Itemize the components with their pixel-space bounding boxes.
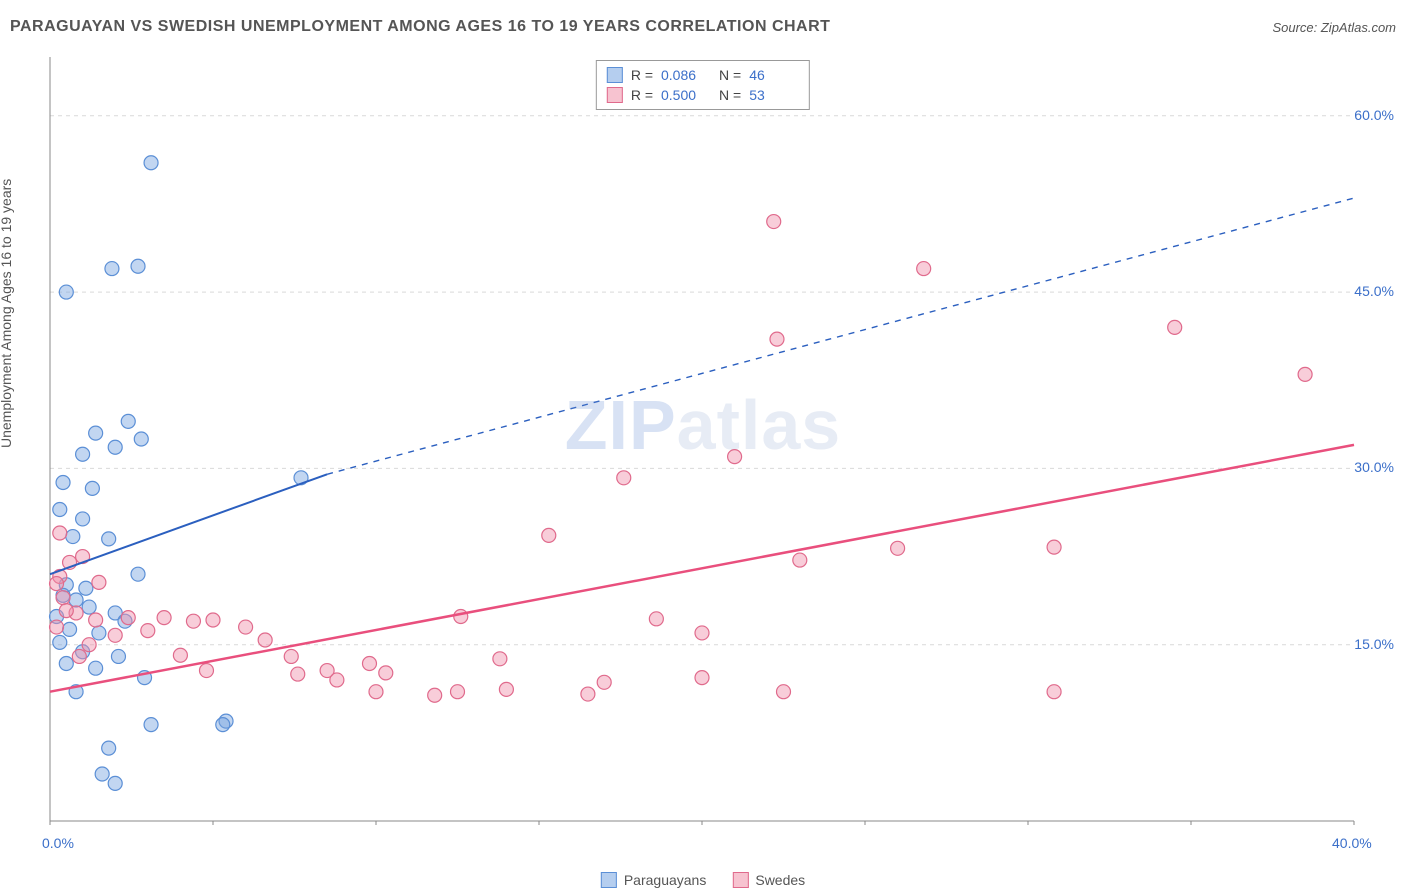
y-tick-label: 15.0% <box>1354 636 1394 652</box>
y-axis-label: Unemployment Among Ages 16 to 19 years <box>0 179 14 448</box>
legend-stats: R = 0.086 N = 46 R = 0.500 N = 53 <box>596 60 810 110</box>
legend-series-item: Paraguayans <box>601 872 707 888</box>
source-label: Source: ZipAtlas.com <box>1272 20 1396 35</box>
n-label: N = <box>719 67 741 83</box>
legend-swatch <box>732 872 748 888</box>
r-value: 0.500 <box>661 87 711 103</box>
r-value: 0.086 <box>661 67 711 83</box>
scatter-chart <box>48 55 1358 825</box>
y-tick-label: 45.0% <box>1354 283 1394 299</box>
legend-series-label: Paraguayans <box>624 872 707 888</box>
legend-swatch <box>607 87 623 103</box>
y-tick-label: 60.0% <box>1354 107 1394 123</box>
legend-series-label: Swedes <box>755 872 805 888</box>
x-tick-label: 40.0% <box>1332 835 1372 851</box>
legend-series-item: Swedes <box>732 872 805 888</box>
legend-swatch <box>607 67 623 83</box>
x-tick-label: 0.0% <box>42 835 74 851</box>
legend-stats-row: R = 0.086 N = 46 <box>607 65 799 85</box>
legend-series: Paraguayans Swedes <box>601 872 805 888</box>
legend-stats-row: R = 0.500 N = 53 <box>607 85 799 105</box>
n-label: N = <box>719 87 741 103</box>
n-value: 53 <box>749 87 799 103</box>
legend-swatch <box>601 872 617 888</box>
chart-title: PARAGUAYAN VS SWEDISH UNEMPLOYMENT AMONG… <box>10 18 830 36</box>
r-label: R = <box>631 87 653 103</box>
r-label: R = <box>631 67 653 83</box>
chart-area: ZIPatlas <box>48 55 1358 825</box>
n-value: 46 <box>749 67 799 83</box>
y-tick-label: 30.0% <box>1354 459 1394 475</box>
